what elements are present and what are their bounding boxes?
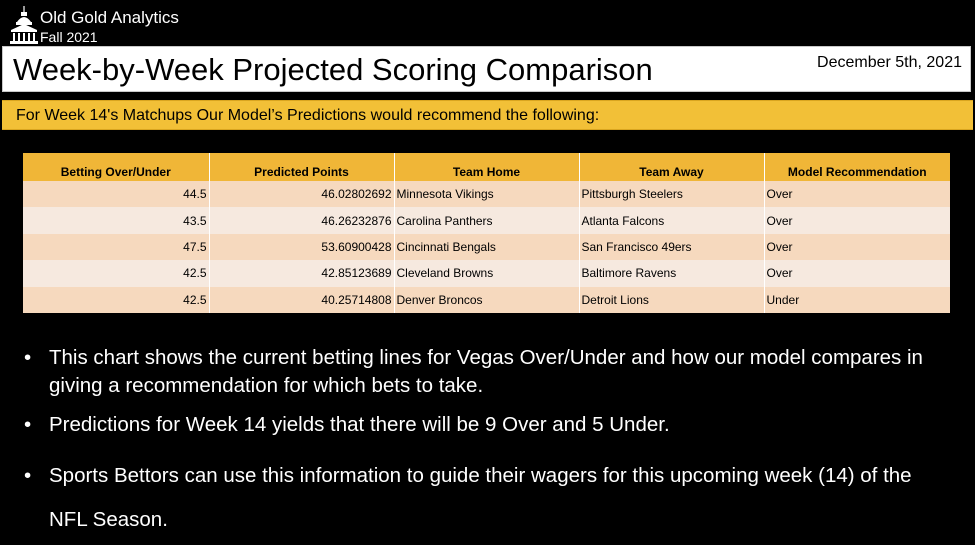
team-home-cell: Cleveland Browns: [394, 260, 580, 287]
column-header-predicted-points: Predicted Points: [209, 153, 395, 181]
team-home-cell: Denver Broncos: [394, 286, 580, 313]
table-row: 42.5 40.25714808 Denver Broncos Detroit …: [23, 286, 950, 313]
brand: Old Gold Analytics Fall 2021: [10, 4, 230, 45]
over-under-cell: 42.5: [23, 260, 210, 287]
predicted-points-cell: 46.02802692: [209, 181, 395, 208]
recommendation-cell: Over: [764, 260, 950, 287]
table-row: 43.5 46.26232876 Carolina Panthers Atlan…: [23, 207, 950, 234]
team-away-cell: Pittsburgh Steelers: [579, 181, 765, 208]
note-prediction-summary: Predictions for Week 14 yields that ther…: [24, 411, 944, 439]
team-home-cell: Cincinnati Bengals: [394, 233, 580, 261]
column-header-model-recommendation: Model Recommendation: [764, 153, 950, 181]
recommendation-cell: Over: [764, 181, 950, 208]
team-away-cell: Baltimore Ravens: [579, 260, 765, 287]
recommendation-cell: Under: [764, 286, 950, 313]
column-header-team-home: Team Home: [394, 153, 580, 181]
table-row: 47.5 53.60900428 Cincinnati Bengals San …: [23, 233, 950, 261]
team-away-cell: Atlanta Falcons: [579, 207, 765, 234]
team-away-cell: Detroit Lions: [579, 286, 765, 313]
table-row: 44.5 46.02802692 Minnesota Vikings Pitts…: [23, 181, 950, 208]
page-date: December 5th, 2021: [817, 54, 962, 71]
table-row: 42.5 42.85123689 Cleveland Browns Baltim…: [23, 260, 950, 287]
team-away-cell: San Francisco 49ers: [579, 233, 765, 261]
team-home-cell: Minnesota Vikings: [394, 181, 580, 208]
over-under-cell: 43.5: [23, 207, 210, 234]
brand-name: Old Gold Analytics: [40, 8, 179, 27]
capitol-building-icon: [10, 6, 38, 44]
brand-term: Fall 2021: [40, 29, 98, 45]
note-bettor-guidance: Sports Bettors can use this information …: [24, 454, 944, 542]
table-header-row: Betting Over/Under Predicted Points Team…: [23, 153, 950, 181]
notes-list: This chart shows the current betting lin…: [24, 344, 944, 542]
team-home-cell: Carolina Panthers: [394, 207, 580, 234]
over-under-cell: 47.5: [23, 233, 210, 261]
recommendation-cell: Over: [764, 207, 950, 234]
column-header-over-under: Betting Over/Under: [23, 153, 210, 181]
betting-table: Betting Over/Under Predicted Points Team…: [23, 153, 950, 313]
predicted-points-cell: 46.26232876: [209, 207, 395, 234]
recommendation-banner: For Week 14's Matchups Our Model’s Predi…: [2, 100, 973, 130]
recommendation-cell: Over: [764, 233, 950, 261]
title-bar: Week-by-Week Projected Scoring Compariso…: [2, 46, 971, 92]
banner-text: For Week 14's Matchups Our Model’s Predi…: [16, 107, 600, 124]
over-under-cell: 42.5: [23, 286, 210, 313]
predicted-points-cell: 42.85123689: [209, 260, 395, 287]
page-title: Week-by-Week Projected Scoring Compariso…: [13, 52, 653, 87]
predicted-points-cell: 40.25714808: [209, 286, 395, 313]
note-chart-explanation: This chart shows the current betting lin…: [24, 344, 944, 400]
predicted-points-cell: 53.60900428: [209, 233, 395, 261]
column-header-team-away: Team Away: [579, 153, 765, 181]
over-under-cell: 44.5: [23, 181, 210, 208]
